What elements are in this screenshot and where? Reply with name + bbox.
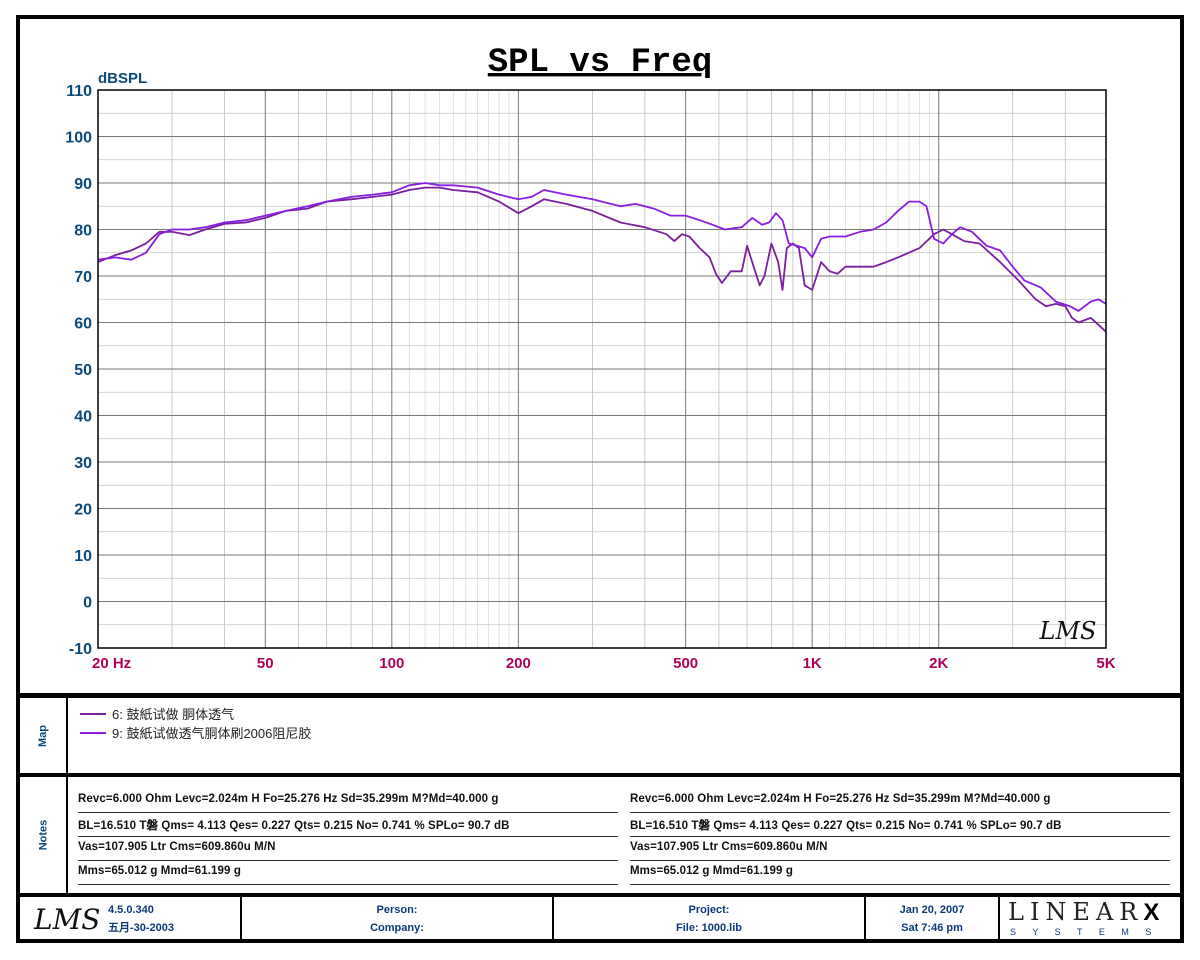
x-tick-label: 200 (506, 655, 531, 672)
y-tick-label: 20 (74, 502, 92, 519)
footer-date-cell: Jan 20, 2007 Sat 7:46 pm (866, 897, 1000, 943)
linearx-logo: LINEARX S Y S T E M S (1000, 897, 1180, 943)
x-tick-label: 2K (929, 655, 948, 672)
x-tick-label: 500 (673, 655, 698, 672)
x-tick-label: 20 Hz (92, 655, 131, 672)
y-tick-label: 40 (74, 409, 92, 426)
y-tick-label: 80 (74, 223, 92, 240)
x-tick-label: 100 (379, 655, 404, 672)
footer-bar: LMS 4.5.0.340 五月-30-2003 Person: Company… (20, 897, 1180, 943)
note-line: BL=16.510 T磐 Qms= 4.113 Qes= 0.227 Qts= … (630, 813, 1170, 837)
legend-item: 6: 鼓紙试做 胴体透气 (76, 704, 1166, 723)
note-line: Revc=6.000 Ohm Levc=2.024m H Fo=25.276 H… (630, 789, 1170, 813)
legend-item: 9: 鼓紙试做透气胴体刷2006阻尼胶 (76, 723, 1166, 742)
y-tick-label: 90 (74, 176, 92, 193)
spl-chart: SPL vs Freq dBSPL 1101009080706050403020… (65, 44, 1115, 672)
x-tick-label: 5K (1096, 655, 1115, 672)
project-label: Project: (688, 904, 730, 916)
y-tick-label: -10 (69, 641, 92, 658)
separator (20, 693, 1180, 698)
series-line (97, 186, 1107, 333)
legend-label: 6: 鼓紙试做 胴体透气 (112, 707, 235, 722)
legend-swatch (80, 712, 106, 715)
footer-person-cell: Person: Company: (242, 897, 554, 943)
note-line: Vas=107.905 Ltr Cms=609.860u M/N (78, 837, 618, 861)
x-tick-label: 50 (257, 655, 274, 672)
y-axis-label: dBSPL (98, 70, 147, 87)
brand-text: LINEARX (1008, 898, 1166, 926)
y-tick-label: 100 (65, 130, 92, 147)
series-line (97, 182, 1107, 312)
date-text: Jan 20, 2007 (899, 904, 965, 916)
map-legend: 6: 鼓紙试做 胴体透气 9: 鼓紙试做透气胴体刷2006阻尼胶 (76, 704, 1166, 764)
y-tick-label: 50 (74, 362, 92, 379)
notes-area: Revc=6.000 Ohm Levc=2.024m H Fo=25.276 H… (78, 789, 1178, 889)
legend-label: 9: 鼓紙试做透气胴体刷2006阻尼胶 (112, 726, 312, 741)
y-tick-label: 110 (66, 83, 92, 100)
map-section-label: Map (20, 698, 68, 773)
separator (20, 773, 1180, 777)
chart-title: SPL vs Freq (488, 44, 712, 82)
company-label: Company: (370, 922, 424, 934)
build-date-text: 五月-30-2003 (108, 922, 175, 934)
person-label: Person: (376, 904, 418, 916)
version-text: 4.5.0.340 (108, 904, 154, 916)
note-line: Revc=6.000 Ohm Levc=2.024m H Fo=25.276 H… (78, 789, 618, 813)
lms-logo: LMS (34, 903, 101, 936)
time-text: Sat 7:46 pm (901, 922, 963, 934)
note-line: Mms=65.012 g Mmd=61.199 g (630, 861, 1170, 885)
y-tick-label: 0 (83, 595, 92, 612)
notes-column-left: Revc=6.000 Ohm Levc=2.024m H Fo=25.276 H… (78, 789, 618, 885)
y-tick-label: 10 (74, 548, 92, 565)
y-tick-label: 60 (74, 316, 92, 333)
file-label: File: 1000.lib (675, 922, 743, 934)
note-line: Vas=107.905 Ltr Cms=609.860u M/N (630, 837, 1170, 861)
report-frame: SPL vs Freq dBSPL 110 100 90 80 70 60 50 40 30 20… (16, 15, 1184, 943)
footer-project-cell: Project: File: 1000.lib (554, 897, 866, 943)
lms-watermark: LMS (1039, 617, 1097, 645)
footer-version-cell: LMS 4.5.0.340 五月-30-2003 (20, 897, 242, 943)
notes-column-right: Revc=6.000 Ohm Levc=2.024m H Fo=25.276 H… (630, 789, 1170, 885)
brand-subtext: S Y S T E M S (1010, 927, 1159, 937)
x-tick-label: 1K (803, 655, 822, 672)
notes-section-label: Notes (20, 777, 68, 893)
separator (20, 893, 1180, 897)
y-tick-label: 30 (74, 455, 92, 472)
y-tick-label: 70 (74, 269, 92, 286)
note-line: BL=16.510 T磐 Qms= 4.113 Qes= 0.227 Qts= … (78, 813, 618, 837)
note-line: Mms=65.012 g Mmd=61.199 g (78, 861, 618, 885)
legend-swatch (80, 731, 106, 734)
